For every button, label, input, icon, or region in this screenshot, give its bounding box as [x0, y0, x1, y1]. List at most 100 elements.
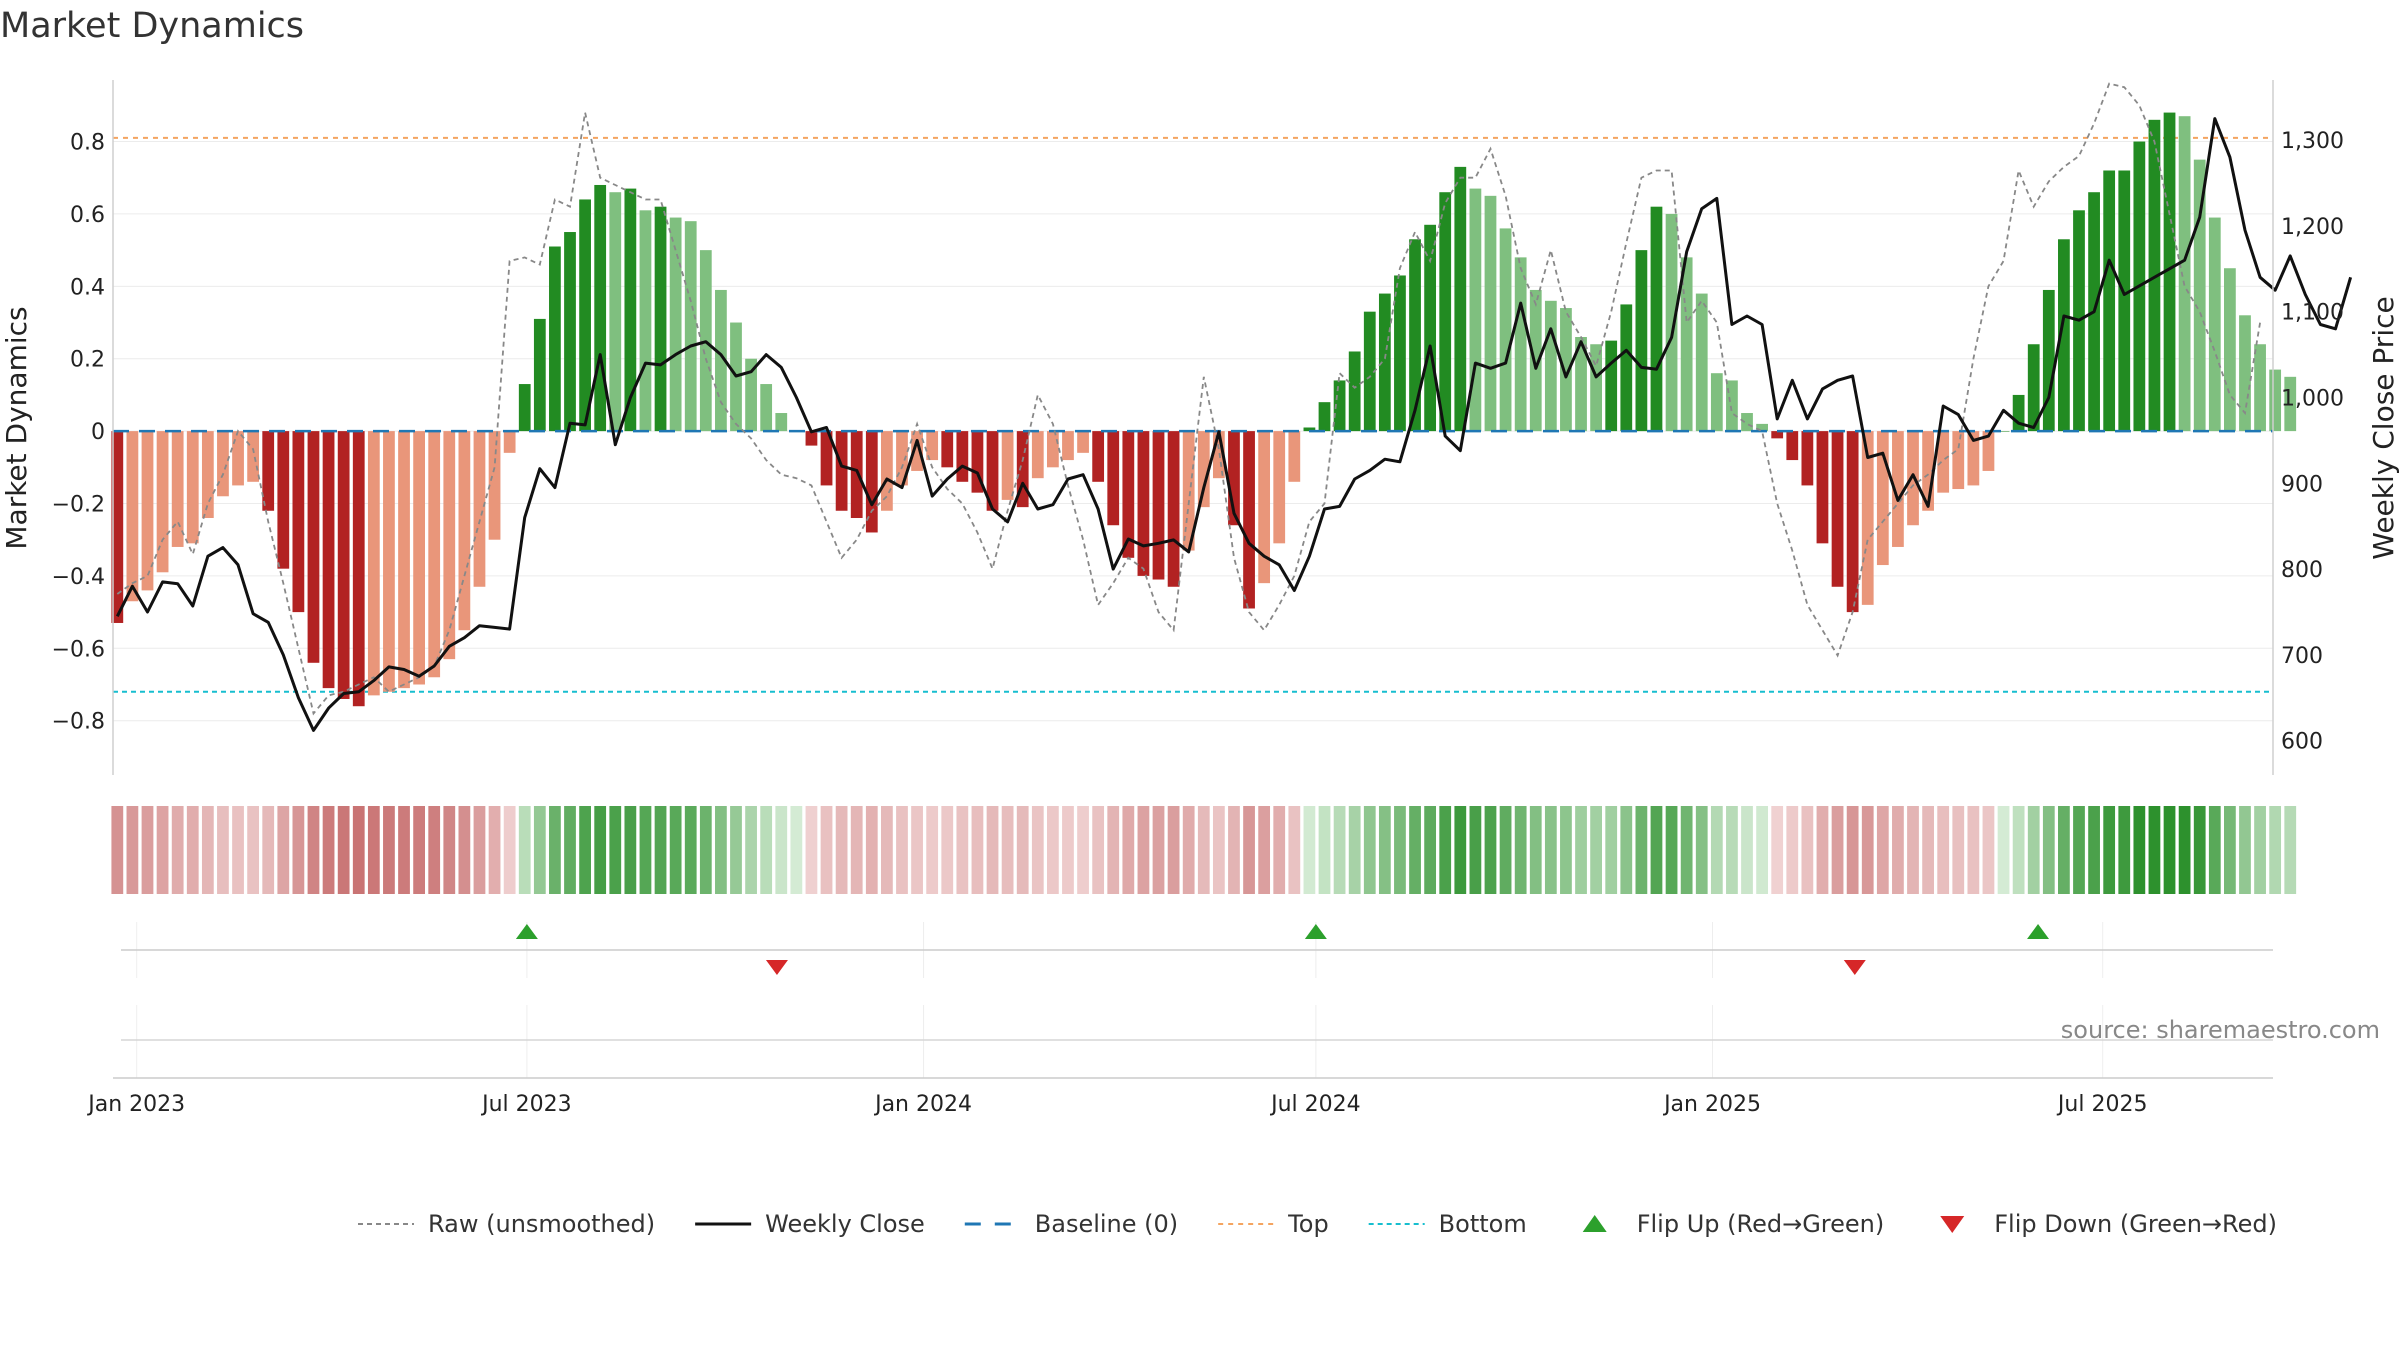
dynamics-bar — [564, 232, 576, 432]
x-tick-label: Jul 2024 — [1269, 1092, 1361, 1117]
heat-strip-cell — [684, 806, 697, 894]
dynamics-bar — [1378, 293, 1391, 432]
heat-strip-cell — [1152, 806, 1165, 894]
dynamics-bar — [1952, 431, 1965, 490]
heat-strip-cell — [790, 806, 803, 894]
dynamics-bar — [1439, 192, 1452, 432]
heat-strip-cell — [1182, 806, 1195, 894]
heat-strip-cell — [730, 806, 742, 894]
dynamics-bar — [1544, 300, 1557, 432]
heat-strip-cell — [1409, 806, 1421, 894]
dynamics-bar — [715, 289, 727, 432]
heat-strip-cell — [1394, 806, 1406, 894]
heat-strip-cell — [745, 806, 757, 894]
heat-strip-cell — [2133, 806, 2146, 894]
dynamics-bar — [2148, 119, 2161, 432]
flip-up-marker — [1304, 924, 1327, 939]
dynamics-bar — [624, 188, 637, 432]
dynamics-bar — [383, 431, 395, 692]
heat-strip-cell — [1861, 806, 1874, 894]
heat-strip-cell — [926, 806, 939, 894]
dynamics-bar — [971, 431, 984, 493]
dynamics-bar — [775, 413, 788, 432]
heat-strip-cell — [1258, 806, 1271, 894]
heat-strip-cell — [533, 806, 546, 894]
heat-strip-cell — [564, 806, 576, 894]
heat-strip-cell — [2027, 806, 2040, 894]
y-left-tick-label: 0 — [91, 420, 105, 445]
y-left-tick-label: 0.6 — [70, 203, 105, 228]
dynamics-bar — [232, 431, 244, 486]
weekly-close-line — [115, 117, 2353, 732]
dynamics-bar — [1454, 166, 1467, 432]
legend-item: Bottom — [1368, 1210, 1527, 1238]
dynamics-bar — [428, 431, 441, 678]
heat-strip-cell — [156, 806, 169, 894]
heat-strip-cell — [232, 806, 244, 894]
dynamics-bar — [1892, 431, 1904, 547]
dynamics-bar — [533, 318, 546, 432]
heat-strip-cell — [247, 806, 260, 894]
dynamics-bar — [609, 192, 622, 432]
dynamics-bar — [1394, 275, 1406, 432]
dynamics-bar — [1228, 431, 1240, 526]
dynamics-bar — [2284, 376, 2297, 432]
heat-strip-cell — [2208, 806, 2221, 894]
dynamics-bar — [2208, 217, 2221, 432]
heat-strip-cell — [277, 806, 290, 894]
dynamics-bar — [307, 431, 320, 663]
dynamics-bar — [850, 431, 863, 518]
dynamics-bar — [458, 431, 471, 631]
heat-strip-cell — [1605, 806, 1618, 894]
heat-strip-cell — [865, 806, 878, 894]
heat-strip-cell — [624, 806, 637, 894]
dynamics-bar — [549, 246, 561, 432]
heat-strip-cell — [1197, 806, 1210, 894]
dynamics-bar — [1424, 224, 1437, 432]
dynamics-bar — [1741, 413, 1753, 432]
dynamics-bar — [986, 431, 999, 511]
heat-strip-cell — [1031, 806, 1044, 894]
heat-strip-cell — [1590, 806, 1602, 894]
dynamics-bar — [896, 431, 908, 486]
y-left-tick-label: −0.4 — [52, 565, 105, 590]
dynamics-bar — [398, 431, 410, 689]
heat-strip-cell — [1363, 806, 1376, 894]
dynamics-bar — [292, 431, 305, 613]
dynamics-bar — [956, 431, 969, 482]
heat-strip-cell — [383, 806, 395, 894]
legend-swatch-flip-down — [1940, 1216, 1965, 1233]
heat-strip-cell — [1454, 806, 1467, 894]
dynamics-bar — [217, 431, 229, 497]
axes: −0.8 −0.6 −0.4 −0.2 0 0.2 0.4 0.6 0.8 600 700 800 90… — [52, 80, 2344, 1117]
dynamics-bar — [201, 431, 214, 518]
heat-strip-cell — [1741, 806, 1753, 894]
dynamics-bar — [1348, 351, 1361, 432]
heat-strip-cell — [1484, 806, 1497, 894]
dynamics-bar — [941, 431, 954, 468]
reference-lines — [113, 136, 2273, 693]
heat-strip-cell — [307, 806, 320, 894]
heat-strip-cell — [896, 806, 908, 894]
dynamics-bar — [277, 431, 290, 569]
heat-strip-cell — [715, 806, 727, 894]
heat-strip-cell — [2239, 806, 2251, 894]
heat-strip-cell — [1650, 806, 1663, 894]
heat-strip-cell — [820, 806, 833, 894]
dynamics-bar — [2224, 268, 2236, 432]
legend-item: Flip Down (Green→Red) — [1940, 1210, 2277, 1238]
heat-strip-cell — [1846, 806, 1859, 894]
heat-strip-cell — [971, 806, 984, 894]
heat-strip-cell — [2088, 806, 2100, 894]
heat-strip-cell — [337, 806, 350, 894]
heat-strip-cell — [1107, 806, 1120, 894]
price-lines — [113, 82, 2353, 732]
dynamics-bar — [1499, 228, 1512, 432]
raw-unsmoothed-line — [116, 82, 2261, 716]
dynamics-bar — [367, 431, 380, 696]
heat-strip-cell — [488, 806, 501, 894]
heat-strip-cell — [1499, 806, 1512, 894]
dynamics-bar — [654, 206, 667, 432]
legend: Raw (unsmoothed) Weekly Close Baseline (0)… — [358, 1210, 2277, 1238]
dynamics-bar — [443, 431, 456, 660]
